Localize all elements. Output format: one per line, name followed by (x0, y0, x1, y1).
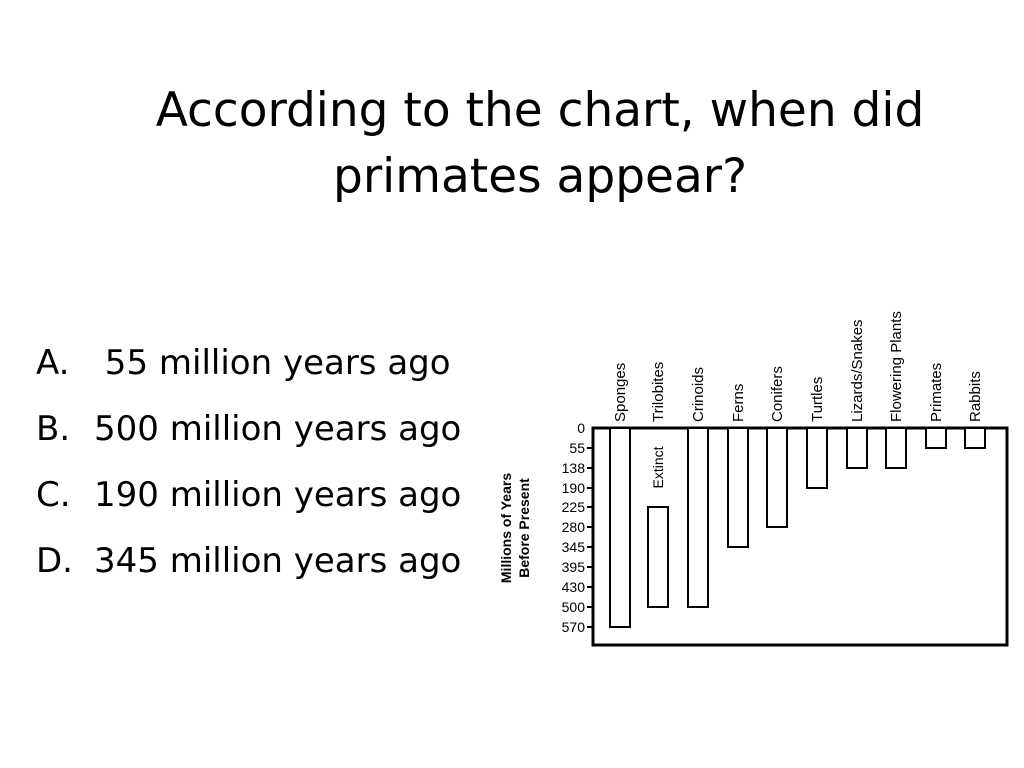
question-line-1: According to the chart, when did (155, 83, 925, 138)
bar (964, 427, 986, 449)
y-tick-label: 55 (569, 440, 585, 456)
chart-frame (591, 426, 1009, 647)
bar (687, 427, 709, 608)
answer-letter: B. (36, 409, 71, 449)
question-line-2: primates appear? (332, 149, 748, 204)
category-label: Primates (928, 363, 945, 422)
bar (609, 427, 631, 628)
bar (727, 427, 749, 548)
answer-option-c: C. 190 million years ago (36, 462, 461, 528)
y-tick-label: 190 (562, 480, 586, 496)
bar-annotation: Extinct (650, 446, 666, 488)
y-tick-label: 280 (562, 519, 586, 535)
y-axis-title: Before Present (516, 478, 532, 578)
bar (846, 427, 868, 469)
answer-text: 55 million years ago (94, 343, 451, 383)
category-label: Flowering Plants (888, 311, 905, 422)
y-tick-label: 500 (562, 599, 586, 615)
answer-option-b: B. 500 million years ago (36, 396, 461, 462)
y-axis-title: Millions of Years (498, 473, 514, 583)
category-label: Conifers (769, 366, 786, 422)
answer-text: 190 million years ago (94, 475, 462, 515)
answer-option-a: A. 55 million years ago (36, 330, 461, 396)
category-label: Rabbits (967, 371, 984, 422)
question-text: According to the chart, when did primate… (120, 78, 960, 210)
y-tick-label: 0 (577, 420, 585, 436)
answer-letter: D. (36, 541, 73, 581)
bar (806, 427, 828, 489)
bar (647, 506, 669, 608)
category-label: Ferns (730, 384, 747, 422)
category-label: Turtles (809, 377, 826, 422)
category-label: Crinoids (690, 367, 707, 422)
answer-text: 500 million years ago (94, 409, 462, 449)
y-tick-label: 138 (562, 460, 586, 476)
category-label: Trilobites (650, 362, 667, 422)
answer-text: 345 million years ago (94, 541, 462, 581)
answer-list: A. 55 million years ago B. 500 million ye… (36, 330, 461, 594)
y-tick-label: 430 (562, 579, 586, 595)
y-tick-label: 345 (562, 539, 586, 555)
y-tick-label: 570 (562, 619, 586, 635)
answer-letter: A. (36, 343, 70, 383)
category-label: Lizards/Snakes (849, 319, 866, 422)
bar (885, 427, 907, 469)
bar (766, 427, 788, 528)
bar (925, 427, 947, 449)
category-label: Sponges (612, 363, 629, 422)
fossil-range-chart: 0 55 138 190 225 280 345 395 430 500 570 Millions o… (498, 311, 1009, 647)
answer-option-d: D. 345 million years ago (36, 528, 461, 594)
answer-letter: C. (36, 475, 71, 515)
y-tick-label: 225 (562, 499, 586, 515)
y-tick-label: 395 (562, 559, 586, 575)
